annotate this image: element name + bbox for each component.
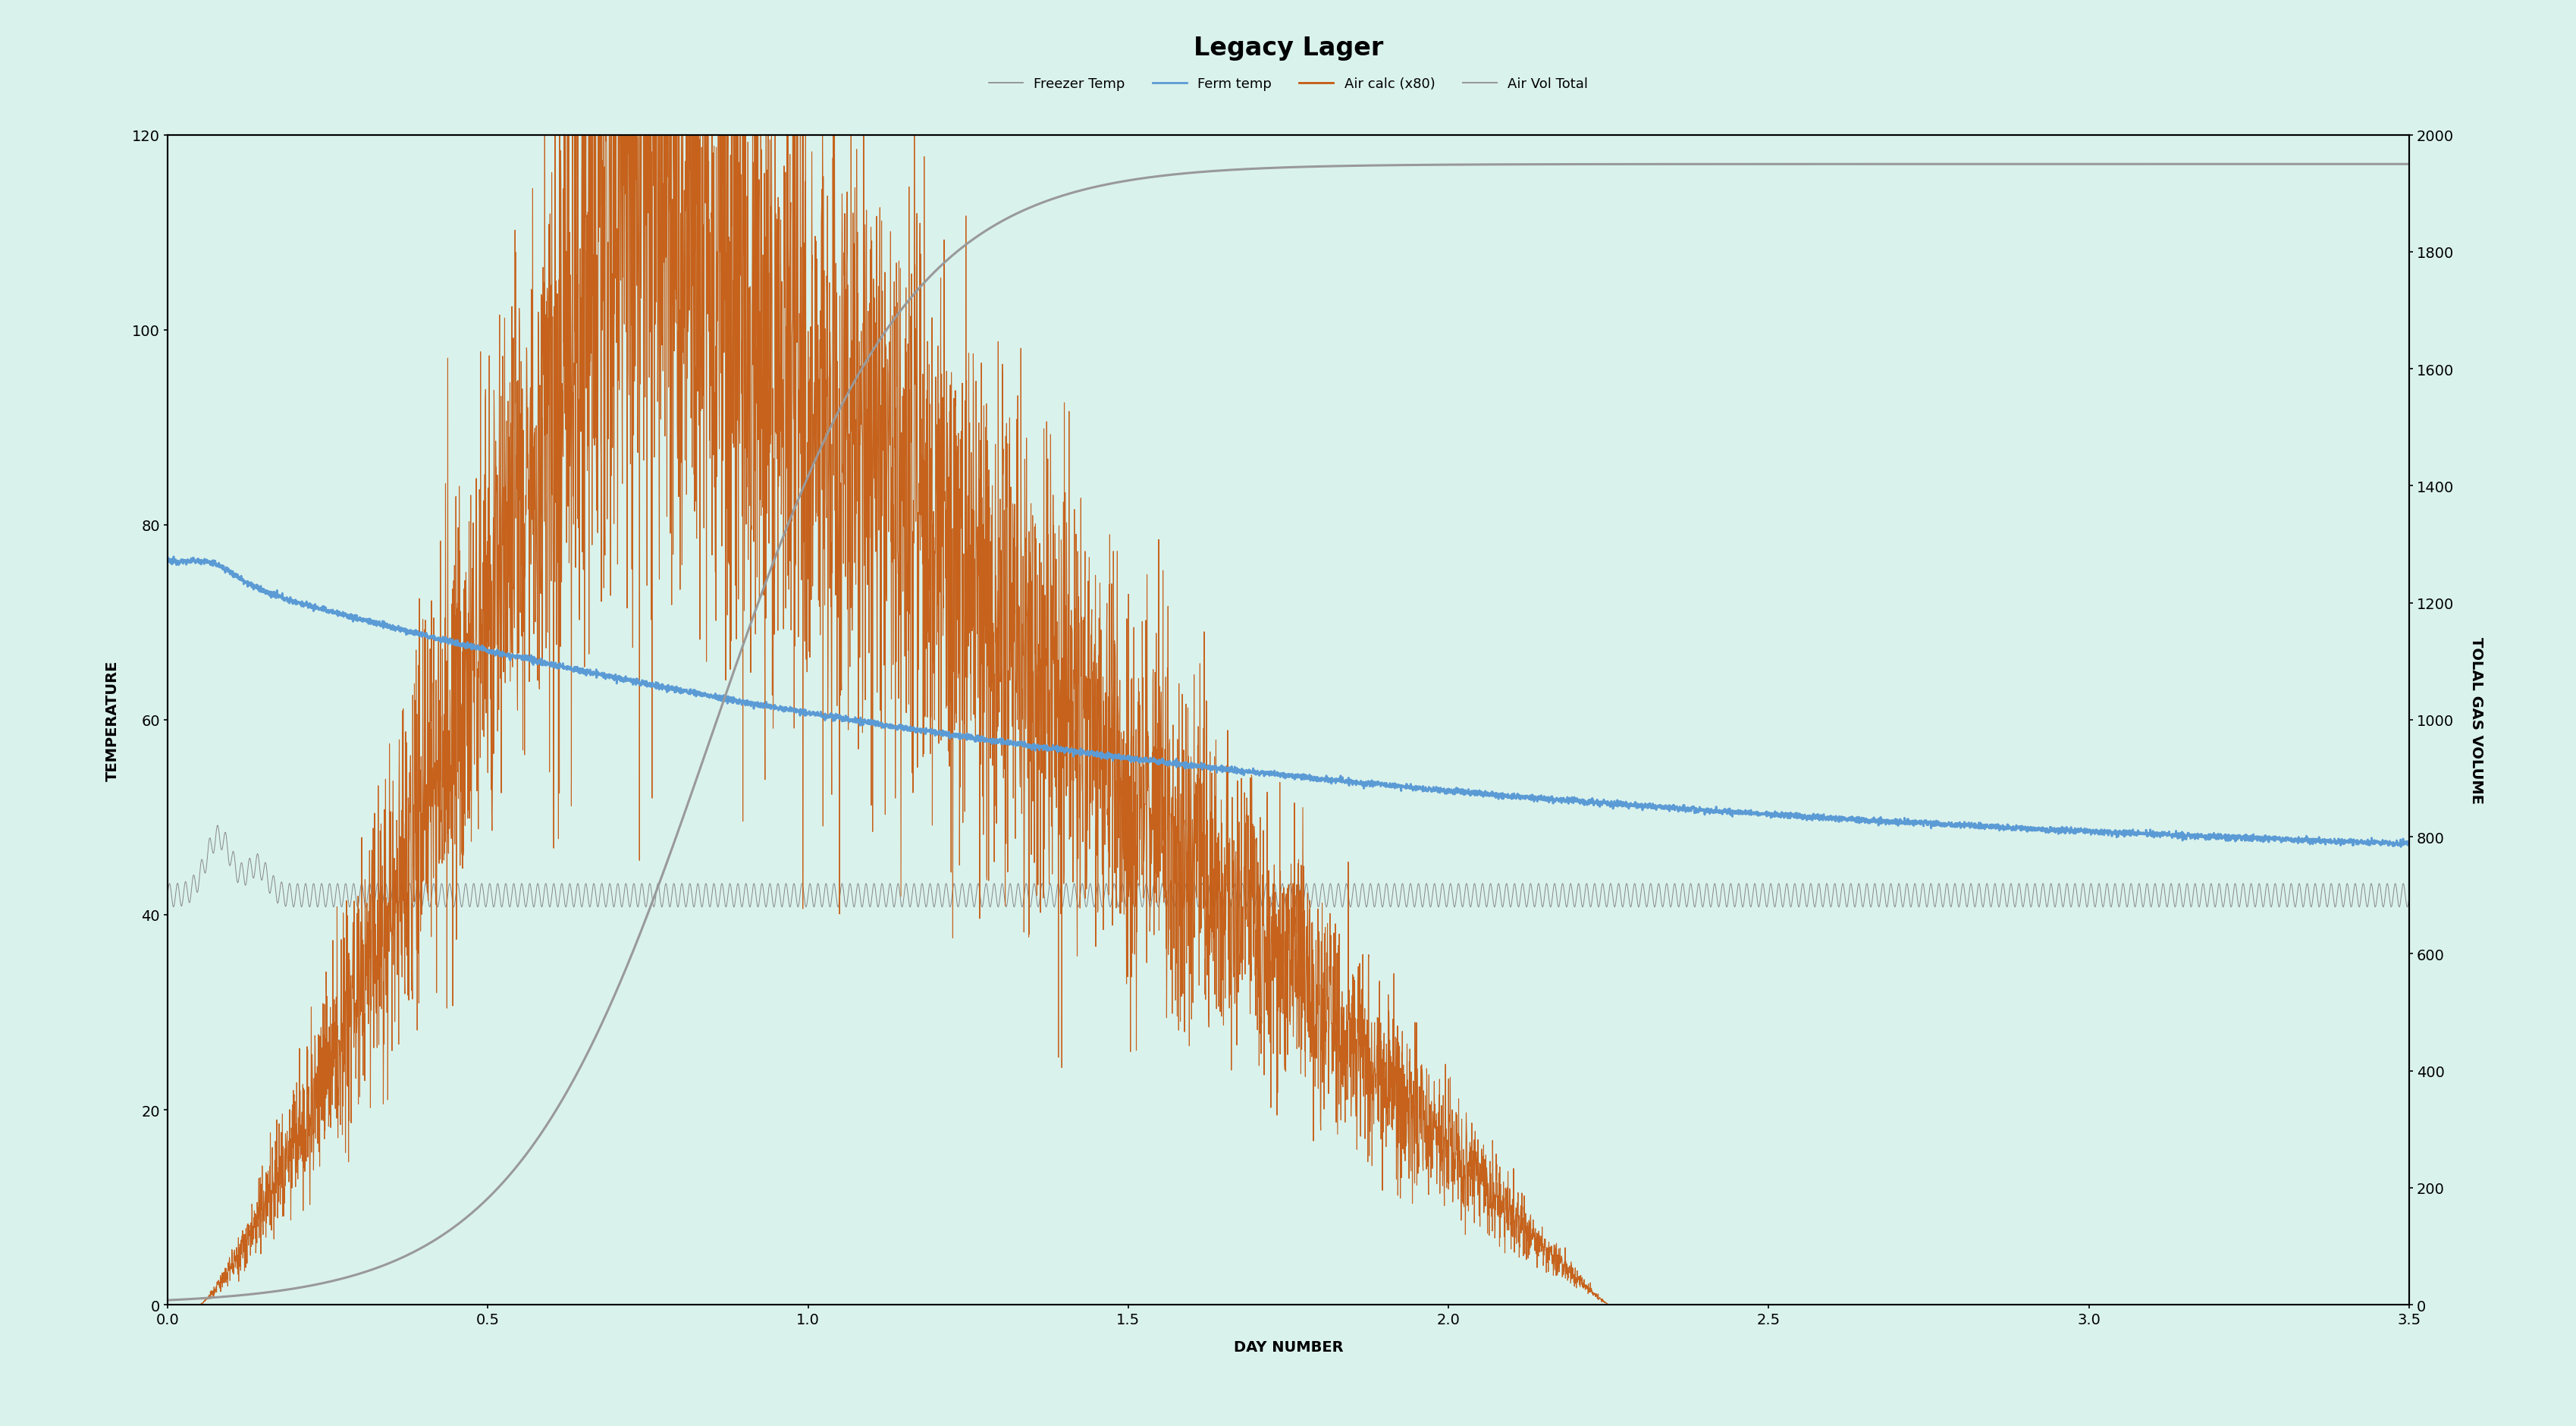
Y-axis label: TEMPERATURE: TEMPERATURE xyxy=(106,660,118,780)
X-axis label: DAY NUMBER: DAY NUMBER xyxy=(1234,1339,1342,1353)
Legend: Freezer Temp, Ferm temp, Air calc (x80), Air Vol Total: Freezer Temp, Ferm temp, Air calc (x80),… xyxy=(984,73,1592,97)
Text: Legacy Lager: Legacy Lager xyxy=(1193,36,1383,61)
Y-axis label: TOLAL GAS VOLUME: TOLAL GAS VOLUME xyxy=(2468,637,2483,803)
